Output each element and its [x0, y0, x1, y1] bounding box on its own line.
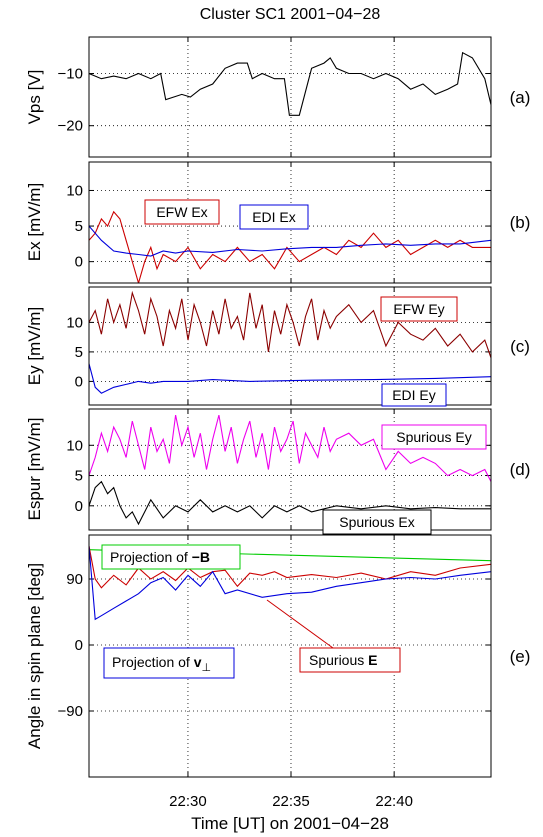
- legend-projection-b: Projection of −B: [101, 544, 241, 570]
- y-axis-label: Ex [mV/m]: [25, 183, 44, 261]
- panel-2: 10 5 0 Ey [mV/m] (c): [25, 286, 530, 406]
- panel-3: 10 5 0 Espur [mV/m] (d): [25, 408, 531, 531]
- series-line: [89, 210, 491, 283]
- y-tick-label: −20: [58, 118, 83, 135]
- legend-efw-ex-text: EFW Ex: [156, 204, 207, 220]
- x-axis-label: Time [UT] on 2001−04−28: [191, 814, 389, 833]
- y-tick-label: 0: [75, 637, 83, 654]
- legend-edi-ey-text: EDI Ey: [392, 387, 436, 403]
- panel-1: 10 5 0 Ex [mV/m] (b): [25, 161, 531, 284]
- panel-label: (c): [510, 337, 530, 356]
- legend-efw-ex: EFW Ex: [144, 199, 220, 225]
- y-tick-label: 10: [66, 437, 83, 454]
- legend-projection-b-text: Projection of −B: [110, 549, 210, 565]
- legend-projection-v-prefix: Projection of: [112, 654, 190, 670]
- legend-edi-ex: EDI Ex: [239, 204, 309, 230]
- y-tick-label: 10: [66, 314, 83, 331]
- panel-frame: [88, 408, 492, 531]
- y-tick-label: 5: [75, 218, 83, 235]
- spurious-e-pointer: [266, 599, 334, 649]
- y-tick-label: 90: [66, 571, 83, 588]
- legend-projection-v: Projection of v⊥: [103, 647, 235, 679]
- y-axis-label: Ey [mV/m]: [25, 307, 44, 385]
- panel-label: (d): [510, 460, 531, 479]
- y-tick-label: 5: [75, 344, 83, 361]
- series-line: [89, 51, 491, 116]
- series-line: [89, 545, 491, 589]
- series-line: [89, 363, 491, 394]
- legend-spurious-e: Spurious E: [299, 647, 401, 673]
- y-tick-label: 0: [75, 498, 83, 515]
- panel-frame: [88, 534, 492, 778]
- legend-projection-v-subscript: ⊥: [202, 662, 212, 674]
- panel-frame: [88, 286, 492, 406]
- legend-spurious-ey: Spurious Ey: [381, 424, 487, 450]
- x-tick-label: 22:40: [375, 793, 413, 810]
- y-tick-label: 0: [75, 373, 83, 390]
- legend-spurious-e-prefix: Spurious: [309, 652, 364, 668]
- y-tick-label: 0: [75, 254, 83, 271]
- y-tick-label: −10: [58, 66, 83, 83]
- legend-projection-b-symbol: −B: [192, 549, 210, 565]
- panel-frame: [88, 36, 492, 158]
- legend-efw-ey: EFW Ey: [380, 296, 458, 322]
- legend-projection-v-symbol: v: [194, 654, 202, 670]
- panel-frame: [88, 161, 492, 284]
- figure-title: Cluster SC1 2001−04−28: [200, 6, 381, 23]
- legend-spurious-e-text: Spurious E: [309, 652, 378, 668]
- x-tick-label: 22:30: [169, 793, 207, 810]
- panel-label: (a): [510, 88, 531, 107]
- legend-edi-ey: EDI Ey: [381, 383, 447, 407]
- panel-0: −10 −20 Vps [V] (a): [25, 36, 531, 158]
- y-tick-label: −90: [58, 703, 83, 720]
- legend-projection-v-text: Projection of v⊥: [112, 654, 211, 674]
- legend-spurious-ex-text: Spurious Ex: [339, 514, 414, 530]
- legend-efw-ey-text: EFW Ey: [393, 301, 444, 317]
- series-line: [89, 290, 491, 358]
- panel-4: 90 0 −90 Angle in spin plane [deg] (e): [25, 534, 531, 778]
- panel-label: (b): [510, 213, 531, 232]
- panels: −10 −20 Vps [V] (a) 10 5 0 Ex [mV/m] (b) 10 5 0 Ey […: [25, 36, 531, 778]
- series-line: [89, 545, 491, 621]
- legend-projection-b-prefix: Projection of: [110, 549, 188, 565]
- y-tick-label: 10: [66, 182, 83, 199]
- x-axis-ticks: 22:30 22:35 22:40: [169, 793, 413, 810]
- y-tick-label: 5: [75, 468, 83, 485]
- y-axis-label: Vps [V]: [25, 70, 44, 125]
- legend-edi-ex-text: EDI Ex: [252, 209, 296, 225]
- series-line: [89, 480, 491, 526]
- panel-label: (e): [510, 647, 531, 666]
- y-axis-label: Angle in spin plane [deg]: [25, 563, 44, 749]
- series-line: [89, 414, 491, 482]
- legend-spurious-ey-text: Spurious Ey: [396, 429, 471, 445]
- legend-spurious-ex: Spurious Ex: [322, 509, 432, 535]
- x-tick-label: 22:35: [272, 793, 310, 810]
- y-axis-label: Espur [mV/m]: [25, 418, 44, 521]
- series-line: [89, 225, 491, 257]
- legend-spurious-e-symbol: E: [368, 652, 377, 668]
